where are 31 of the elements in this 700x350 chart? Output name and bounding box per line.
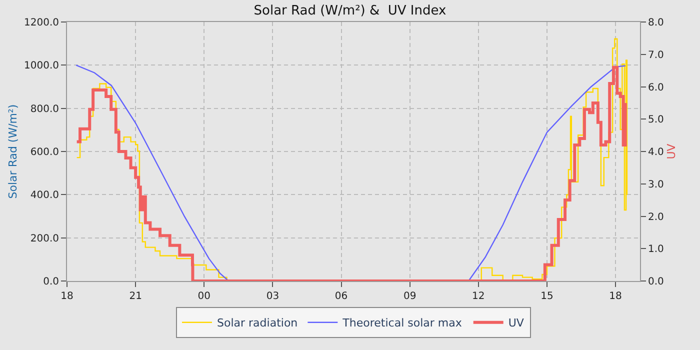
legend-label: UV	[508, 316, 524, 330]
y2-tick-label: 1.0	[648, 244, 664, 256]
legend-label: Solar radiation	[217, 316, 298, 330]
y-tick-label: 1200.0	[24, 18, 59, 28]
y2-tick-label: 3.0	[648, 179, 664, 190]
y-axis-title: Solar Rad (W/m²)	[6, 104, 20, 199]
x-tick-label: 18	[609, 291, 622, 302]
x-tick-label: 15	[540, 291, 554, 302]
y-tick-label: 1000.0	[24, 60, 59, 72]
y-tick-label: 400.0	[30, 190, 59, 202]
y2-tick-label: 0.0	[648, 276, 664, 288]
y2-tick-label: 2.0	[648, 212, 664, 223]
x-tick-label: 03	[266, 291, 280, 302]
y-tick-label: 600.0	[30, 147, 59, 158]
y2-tick-label: 4.0	[648, 147, 664, 158]
y2-axis-title: UV	[665, 143, 678, 160]
y-tick-label: 200.0	[30, 233, 59, 244]
y2-tick-label: 5.0	[648, 114, 664, 126]
x-tick-label: 21	[129, 291, 142, 302]
y-tick-label: 800.0	[30, 104, 59, 115]
x-tick-label: 09	[403, 291, 416, 302]
x-tick-label: 00	[198, 291, 211, 302]
x-tick-label: 18	[60, 291, 74, 302]
x-tick-label: 12	[472, 291, 485, 302]
legend-label: Theoretical solar max	[342, 316, 462, 330]
y2-tick-label: 8.0	[648, 18, 664, 28]
x-tick-label: 06	[334, 291, 348, 302]
chart-title: Solar Rad (W/m²) & UV Index	[254, 3, 447, 18]
y2-tick-label: 7.0	[648, 50, 664, 61]
y2-tick-label: 6.0	[648, 82, 664, 94]
y-tick-label: 0.0	[43, 276, 59, 288]
